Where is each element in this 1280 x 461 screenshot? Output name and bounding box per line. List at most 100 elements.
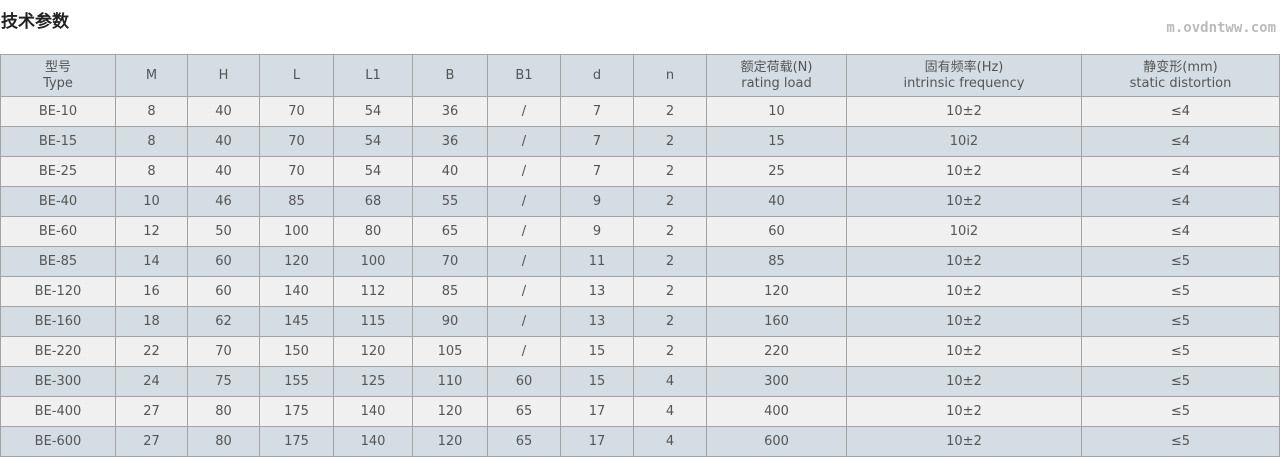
table-cell: BE-85 [0,246,116,277]
table-cell: 2 [633,306,707,337]
header-label: H [218,67,229,83]
header-label-en: rating load [741,75,812,91]
header-label-en: Type [43,75,73,91]
table-cell: 155 [259,366,334,397]
table-cell: 2 [633,96,707,127]
table-cell: 15 [706,126,847,157]
table-cell: ≤4 [1081,156,1280,187]
table-cell: 60 [187,246,260,277]
header-label: M [145,67,158,83]
table-cell: 112 [333,276,413,307]
table-cell: 90 [412,306,488,337]
table-cell: 17 [560,396,634,427]
table-cell: 55 [412,186,488,217]
table-cell: ≤4 [1081,96,1280,127]
table-cell: 54 [333,96,413,127]
table-cell: 15 [560,336,634,367]
table-cell: ≤5 [1081,426,1280,457]
table-cell: 4 [633,426,707,457]
header-label: B [445,67,455,83]
table-cell: 8 [115,156,188,187]
column-header: L1 [333,54,413,97]
table-cell: 140 [333,426,413,457]
header-label: 固有频率(Hz) [924,59,1004,75]
table-cell: BE-10 [0,96,116,127]
table-cell: BE-60 [0,216,116,247]
table-cell: 54 [333,126,413,157]
table-cell: 2 [633,276,707,307]
table-cell: BE-400 [0,396,116,427]
column-header: n [633,54,707,97]
table-cell: 75 [187,366,260,397]
table-cell: / [487,186,561,217]
table-cell: 300 [706,366,847,397]
table-row: BE-25 8 40 70 54 40/7 2 25 10±2 ≤4 [0,156,1280,187]
table-cell: 80 [187,426,260,457]
column-header: 额定荷载(N) rating load [706,54,847,97]
table-cell: 7 [560,156,634,187]
table-cell: 600 [706,426,847,457]
column-header: B [412,54,488,97]
table-cell: 60 [487,366,561,397]
table-cell: 140 [259,276,334,307]
table-cell: 40 [706,186,847,217]
table-cell: ≤5 [1081,366,1280,397]
table-cell: 120 [706,276,847,307]
table-cell: 120 [412,426,488,457]
table-cell: / [487,216,561,247]
table-cell: 10±2 [846,366,1082,397]
table-cell: 11 [560,246,634,277]
table-cell: BE-15 [0,126,116,157]
table-cell: 220 [706,336,847,367]
table-cell: 10±2 [846,306,1082,337]
table-cell: 14 [115,246,188,277]
table-cell: / [487,96,561,127]
table-cell: 65 [487,426,561,457]
column-header: H [187,54,260,97]
table-cell: ≤4 [1081,216,1280,247]
column-header: M [115,54,188,97]
table-cell: 18 [115,306,188,337]
table-cell: 120 [333,336,413,367]
header-label: n [665,67,675,83]
table-cell: BE-120 [0,276,116,307]
table-cell: 70 [412,246,488,277]
table-cell: 10±2 [846,336,1082,367]
column-header: d [560,54,634,97]
table-cell: 100 [333,246,413,277]
table-cell: 125 [333,366,413,397]
table-cell: 25 [706,156,847,187]
table-cell: 40 [412,156,488,187]
table-cell: 65 [487,396,561,427]
section-title: 技术参数 [1,12,69,32]
table-cell: 36 [412,96,488,127]
table-row: BE-220 22 70 150 120 105/15 2 220 10±2 ≤5 [0,336,1280,367]
table-cell: 10±2 [846,156,1082,187]
header-row: 型号 Type M H L L1 B B1 d n 额定荷载(N) rating load 固有频率(H… [0,54,1280,97]
table-cell: 9 [560,216,634,247]
table-cell: 68 [333,186,413,217]
table-cell: 40 [187,156,260,187]
table-cell: ≤5 [1081,396,1280,427]
table-cell: 80 [333,216,413,247]
table-cell: 54 [333,156,413,187]
table-cell: 4 [633,396,707,427]
table-cell: 27 [115,426,188,457]
table-cell: 13 [560,276,634,307]
table-cell: 60 [187,276,260,307]
watermark: m.ovdntww.com [1166,20,1276,36]
table-cell: 9 [560,186,634,217]
table-cell: 10 [706,96,847,127]
table-cell: 13 [560,306,634,337]
table-cell: 10±2 [846,246,1082,277]
table-cell: 85 [259,186,334,217]
table-cell: ≤5 [1081,306,1280,337]
table-cell: ≤5 [1081,276,1280,307]
table-cell: 10±2 [846,96,1082,127]
table-cell: 10±2 [846,276,1082,307]
table-row: BE-400 27 80 175 140 120 65 17 4 400 10±2 ≤5 [0,396,1280,427]
table-cell: 120 [259,246,334,277]
table-cell: / [487,336,561,367]
header-label-en: static distortion [1129,75,1232,91]
table-cell: 105 [412,336,488,367]
